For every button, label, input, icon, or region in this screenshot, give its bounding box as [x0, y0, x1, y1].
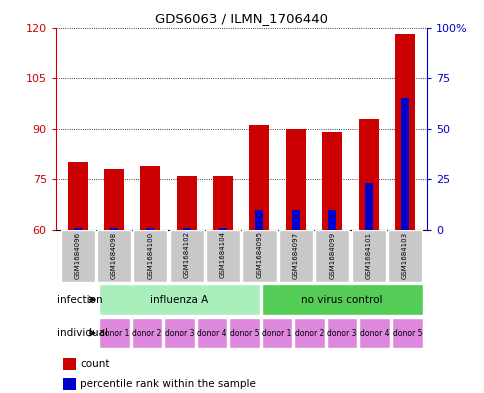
FancyBboxPatch shape	[206, 230, 240, 283]
FancyBboxPatch shape	[169, 230, 203, 283]
FancyBboxPatch shape	[391, 318, 422, 349]
Bar	[63, 358, 76, 370]
FancyBboxPatch shape	[97, 230, 131, 283]
Bar	[176, 176, 197, 230]
Text: donor 2: donor 2	[132, 329, 161, 338]
FancyBboxPatch shape	[60, 230, 94, 283]
Text: GSM1684097: GSM1684097	[292, 231, 298, 279]
Text: donor 1: donor 1	[262, 329, 291, 338]
Text: GSM1684101: GSM1684101	[365, 231, 371, 279]
Bar	[394, 34, 414, 230]
Text: individual: individual	[57, 328, 108, 338]
Bar	[182, 228, 190, 230]
FancyBboxPatch shape	[197, 318, 227, 349]
FancyBboxPatch shape	[278, 230, 312, 283]
Text: percentile rank within the sample: percentile rank within the sample	[80, 379, 255, 389]
Bar	[358, 119, 378, 230]
FancyBboxPatch shape	[315, 230, 348, 283]
Bar	[219, 228, 227, 230]
FancyBboxPatch shape	[351, 230, 385, 283]
Bar	[146, 228, 154, 230]
Bar	[74, 228, 81, 230]
FancyBboxPatch shape	[294, 318, 324, 349]
FancyBboxPatch shape	[131, 318, 162, 349]
Text: donor 2: donor 2	[294, 329, 324, 338]
Bar	[212, 176, 233, 230]
Text: GSM1684100: GSM1684100	[147, 231, 153, 279]
Bar	[67, 162, 88, 230]
Text: donor 5: donor 5	[229, 329, 259, 338]
Text: donor 3: donor 3	[165, 329, 194, 338]
Text: donor 4: donor 4	[359, 329, 389, 338]
FancyBboxPatch shape	[359, 318, 389, 349]
Text: influenza A: influenza A	[150, 295, 208, 305]
Text: GSM1684095: GSM1684095	[256, 231, 262, 279]
Bar	[328, 209, 335, 230]
Text: donor 1: donor 1	[100, 329, 129, 338]
Text: GSM1684103: GSM1684103	[401, 231, 407, 279]
Bar	[63, 378, 76, 390]
Bar	[285, 129, 305, 230]
Bar	[104, 169, 124, 230]
FancyBboxPatch shape	[242, 230, 276, 283]
Text: donor 4: donor 4	[197, 329, 227, 338]
FancyBboxPatch shape	[261, 284, 422, 315]
Bar	[249, 125, 269, 230]
Bar	[110, 228, 118, 230]
Text: GSM1684096: GSM1684096	[75, 231, 80, 279]
Bar	[400, 98, 408, 230]
Text: donor 5: donor 5	[392, 329, 421, 338]
Text: GSM1684104: GSM1684104	[220, 231, 226, 279]
Text: no virus control: no virus control	[301, 295, 382, 305]
Text: donor 3: donor 3	[327, 329, 356, 338]
Text: count: count	[80, 359, 109, 369]
Bar	[291, 209, 299, 230]
Text: GSM1684102: GSM1684102	[183, 231, 189, 279]
FancyBboxPatch shape	[261, 318, 292, 349]
FancyBboxPatch shape	[99, 284, 259, 315]
FancyBboxPatch shape	[387, 230, 421, 283]
Title: GDS6063 / ILMN_1706440: GDS6063 / ILMN_1706440	[154, 12, 327, 25]
Bar	[140, 166, 160, 230]
FancyBboxPatch shape	[99, 318, 129, 349]
Bar	[364, 184, 372, 230]
FancyBboxPatch shape	[326, 318, 357, 349]
Text: GSM1684099: GSM1684099	[329, 231, 334, 279]
Text: GSM1684098: GSM1684098	[111, 231, 117, 279]
FancyBboxPatch shape	[164, 318, 195, 349]
Bar	[321, 132, 342, 230]
Text: infection: infection	[57, 295, 103, 305]
FancyBboxPatch shape	[229, 318, 259, 349]
Bar	[255, 209, 263, 230]
FancyBboxPatch shape	[133, 230, 167, 283]
